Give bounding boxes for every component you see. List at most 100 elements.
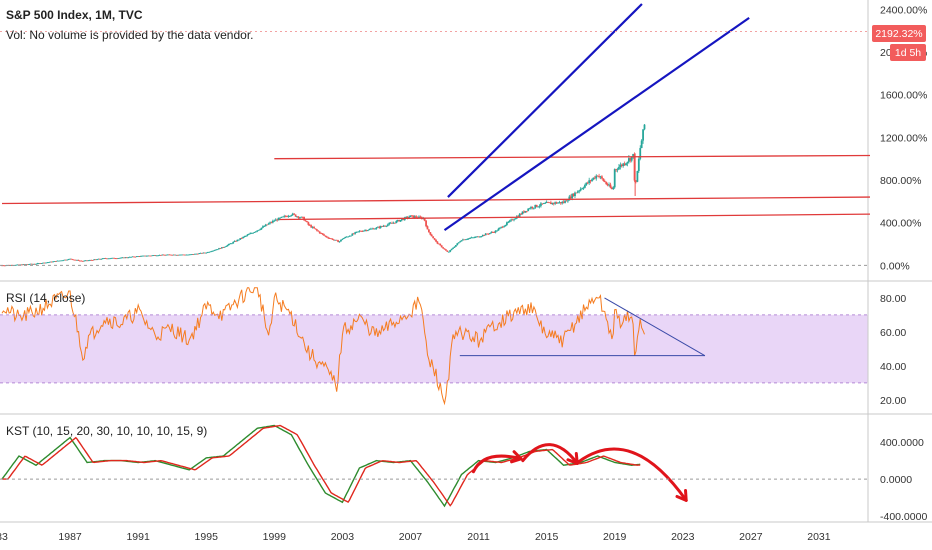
- price-candle: [564, 200, 566, 203]
- price-candle: [144, 255, 147, 257]
- price-candle: [493, 232, 496, 233]
- x-tick-label: 2015: [535, 531, 559, 543]
- price-candle: [145, 255, 148, 257]
- price-candle: [473, 237, 476, 239]
- price-candle: [279, 217, 281, 219]
- price-candle: [622, 163, 625, 167]
- kst-arrowhead: [510, 450, 523, 464]
- y-tick-label: 400.0000: [880, 437, 924, 449]
- price-candle: [415, 216, 418, 218]
- price-candle: [398, 220, 401, 222]
- price-candle: [199, 252, 202, 254]
- price-candle: [216, 249, 219, 251]
- price-candle: [269, 222, 271, 224]
- price-candle: [125, 257, 128, 259]
- price-candle: [445, 249, 447, 251]
- price-candle: [130, 256, 132, 258]
- price-candle: [554, 202, 557, 204]
- price-candle: [561, 201, 564, 204]
- kst-arrowhead: [566, 451, 579, 465]
- price-candle: [188, 254, 191, 256]
- price-candle: [359, 230, 362, 232]
- price-candle: [464, 239, 467, 241]
- price-candle: [418, 216, 420, 218]
- price-candle: [201, 252, 203, 254]
- price-candle: [245, 235, 247, 237]
- price-candle: [138, 256, 141, 257]
- price-candle: [358, 230, 361, 232]
- y-tick-label: 40.00: [880, 361, 906, 373]
- price-candle: [484, 233, 487, 236]
- price-candle: [161, 254, 164, 256]
- price-candle: [588, 180, 591, 184]
- price-candle: [169, 254, 172, 256]
- price-candle: [347, 236, 349, 238]
- price-candle: [567, 200, 569, 202]
- price-candle: [117, 258, 120, 259]
- price-candle: [520, 213, 522, 215]
- price-candle: [283, 215, 286, 217]
- x-tick-label: 2019: [603, 531, 627, 543]
- price-candle: [230, 243, 233, 245]
- price-candle: [572, 193, 575, 197]
- price-candle: [592, 177, 595, 180]
- price-candle: [341, 238, 344, 240]
- price-candle: [256, 230, 259, 232]
- price-candle: [569, 196, 572, 199]
- price-candle: [36, 263, 39, 265]
- price-candle: [342, 238, 345, 239]
- price-candle: [252, 232, 254, 234]
- price-candle: [504, 224, 507, 227]
- y-tick-label: 2400.00%: [880, 4, 927, 16]
- price-candle: [639, 148, 642, 159]
- price-candle: [429, 232, 432, 235]
- price-candle: [643, 124, 646, 130]
- price-candle: [491, 232, 494, 233]
- price-candle: [632, 153, 635, 157]
- price-candle: [91, 260, 94, 261]
- price-candle: [608, 184, 610, 186]
- price-candle: [79, 260, 81, 262]
- price-candle: [66, 259, 69, 261]
- price-candle: [642, 129, 644, 141]
- price-candle: [635, 180, 637, 182]
- kst-signal-line: [2, 424, 641, 507]
- price-candle: [110, 258, 113, 259]
- price-candle: [474, 236, 477, 238]
- price-candle: [435, 239, 437, 242]
- y-tick-label: 0.00%: [880, 260, 910, 272]
- price-candle: [74, 259, 77, 261]
- price-candle: [229, 243, 232, 245]
- price-candle: [486, 233, 488, 235]
- price-candle: [141, 255, 144, 257]
- price-candle: [308, 224, 311, 226]
- rsi-title: RSI (14, close): [6, 291, 85, 305]
- price-candle: [396, 220, 399, 222]
- price-candle: [8, 265, 10, 266]
- price-candle: [30, 263, 33, 265]
- y-tick-label: 0.0000: [880, 474, 912, 486]
- price-candle: [457, 242, 460, 244]
- price-candle: [104, 258, 107, 259]
- price-candle: [530, 206, 532, 209]
- price-candle: [93, 259, 96, 261]
- price-candle: [335, 239, 338, 241]
- price-candle: [108, 258, 111, 260]
- x-tick-label: 2011: [467, 531, 490, 543]
- x-tick-label: 2023: [671, 531, 695, 543]
- price-candle: [137, 256, 140, 257]
- price-candle: [350, 235, 352, 237]
- price-candle: [606, 184, 609, 186]
- price-candle: [541, 203, 544, 205]
- price-candle: [323, 234, 325, 236]
- price-candle: [426, 226, 429, 230]
- price-candle: [59, 260, 62, 262]
- price-candle: [291, 213, 294, 216]
- price-candle: [83, 260, 86, 262]
- price-candle: [152, 255, 155, 256]
- price-candle: [328, 238, 331, 239]
- price-candle: [555, 202, 558, 204]
- price-candle: [523, 211, 525, 213]
- price-candle: [290, 215, 293, 216]
- price-candle: [454, 245, 457, 247]
